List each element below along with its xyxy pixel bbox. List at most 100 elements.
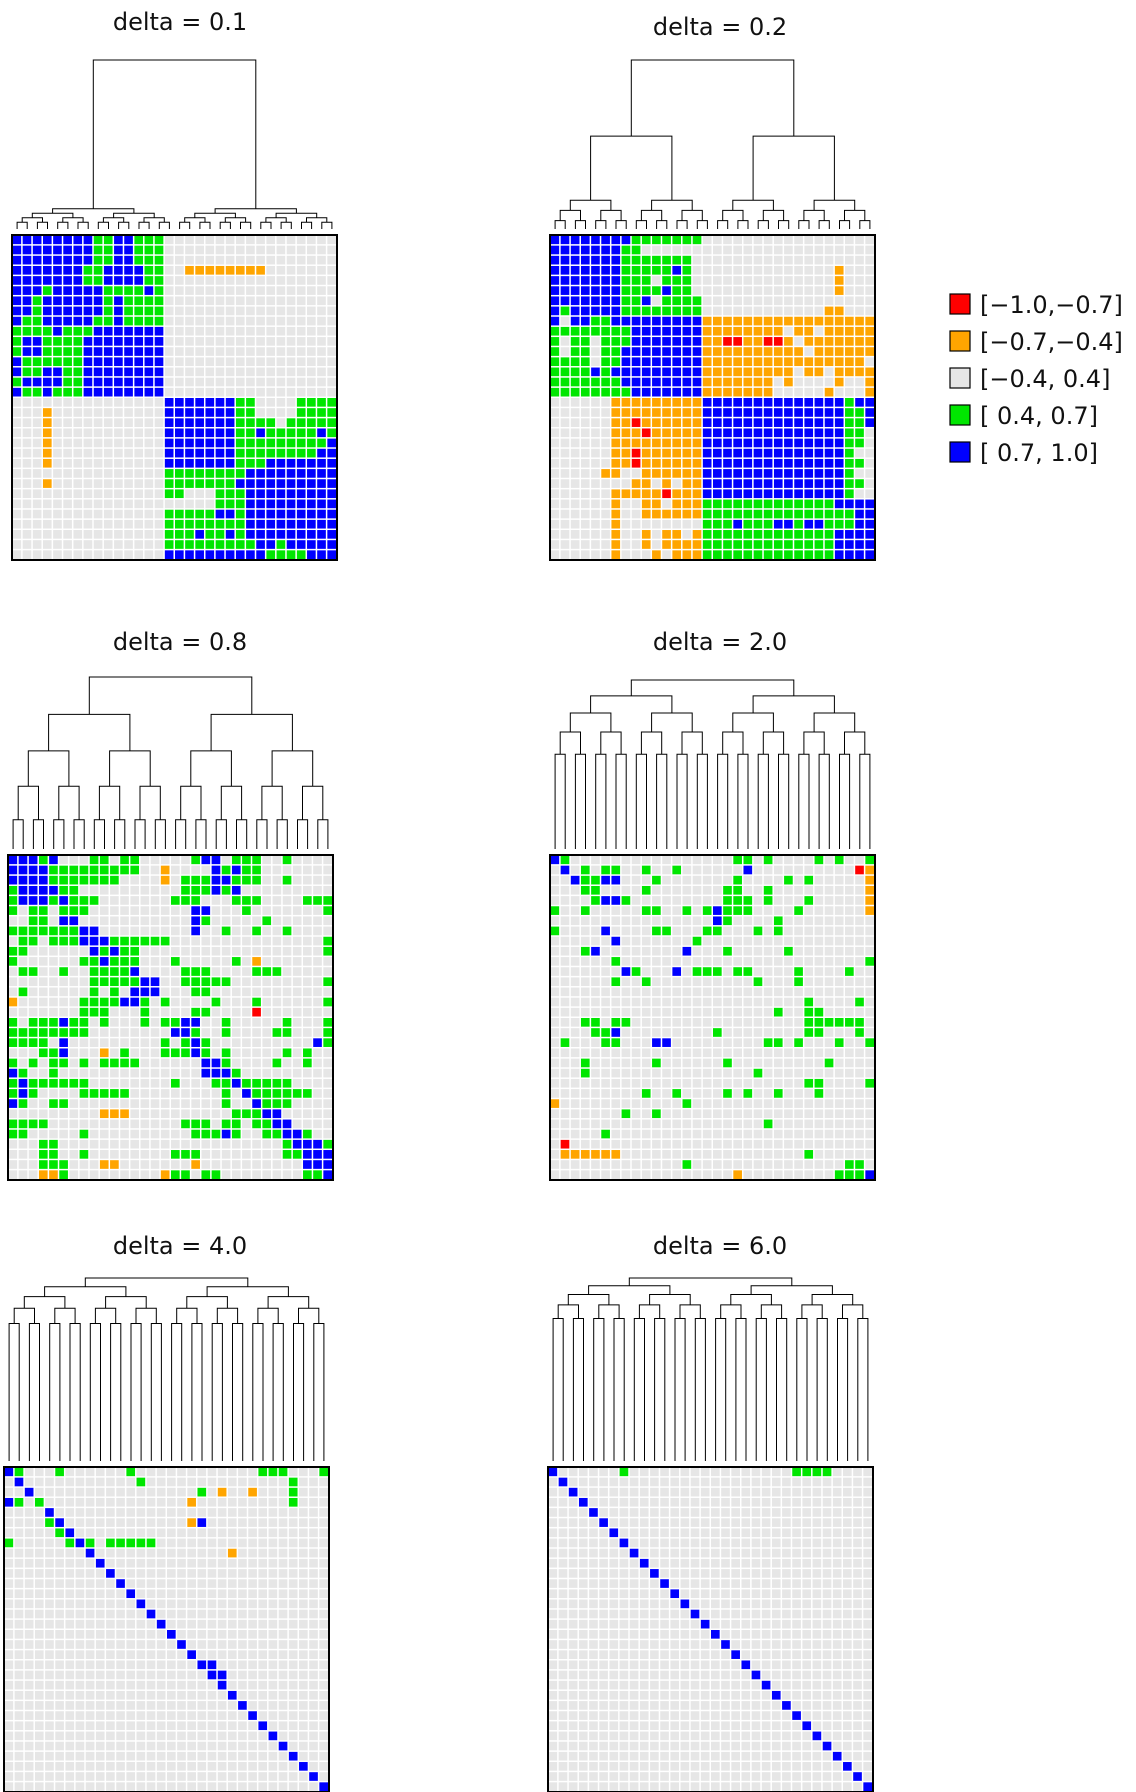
heatmap-cell bbox=[69, 1058, 79, 1068]
heatmap-cell bbox=[79, 936, 89, 946]
heatmap-cell bbox=[692, 1028, 702, 1037]
heatmap-cell bbox=[49, 977, 58, 987]
heatmap-cell bbox=[258, 1680, 268, 1690]
heatmap-cell bbox=[580, 448, 590, 458]
heatmap-cell bbox=[845, 316, 854, 326]
heatmap-cell bbox=[662, 337, 671, 346]
heatmap-cell bbox=[150, 1048, 160, 1058]
heatmap-cell bbox=[85, 1589, 95, 1599]
heatmap-cell bbox=[652, 306, 661, 316]
heatmap-cell bbox=[303, 1139, 312, 1149]
heatmap-cell bbox=[252, 977, 261, 987]
heatmap-cell bbox=[45, 1630, 54, 1639]
heatmap-cell bbox=[126, 1558, 136, 1568]
heatmap-cell bbox=[824, 1038, 834, 1047]
heatmap-cell bbox=[307, 428, 316, 438]
heatmap-cell bbox=[814, 916, 824, 926]
heatmap-cell bbox=[73, 255, 83, 265]
heatmap-cell bbox=[256, 255, 265, 265]
heatmap-cell bbox=[824, 286, 834, 295]
heatmap-cell bbox=[185, 408, 194, 417]
heatmap-cell bbox=[256, 448, 265, 458]
heatmap-cell bbox=[18, 906, 28, 915]
heatmap-cell bbox=[824, 245, 834, 255]
heatmap-cell bbox=[83, 499, 93, 509]
heatmap-cell bbox=[73, 418, 83, 427]
heatmap-cell bbox=[307, 398, 316, 407]
heatmap-cell bbox=[299, 1579, 308, 1588]
heatmap-cell bbox=[570, 489, 580, 499]
heatmap-cell bbox=[110, 1150, 119, 1159]
heatmap-cell bbox=[217, 1518, 227, 1527]
heatmap-cell bbox=[652, 519, 661, 529]
heatmap-cell bbox=[85, 1548, 95, 1558]
heatmap-cell bbox=[150, 926, 160, 936]
heatmap-cell bbox=[292, 1038, 302, 1047]
heatmap-cell bbox=[591, 855, 600, 865]
heatmap-cell bbox=[845, 255, 854, 265]
heatmap-cell bbox=[69, 1170, 79, 1179]
heatmap-cell bbox=[299, 1640, 308, 1649]
heatmap-cell bbox=[570, 896, 580, 905]
heatmap-cell bbox=[591, 408, 600, 417]
heatmap-cell bbox=[855, 245, 864, 255]
heatmap-cell bbox=[327, 540, 336, 549]
dendrogram-branch bbox=[57, 221, 69, 229]
heatmap-cell bbox=[621, 1109, 631, 1119]
heatmap-cell bbox=[652, 1099, 661, 1108]
heatmap-cell bbox=[53, 286, 62, 295]
heatmap-cell bbox=[702, 357, 712, 367]
heatmap-cell bbox=[601, 875, 610, 885]
heatmap-cell bbox=[611, 469, 621, 478]
heatmap-cell bbox=[8, 957, 18, 966]
heatmap-cell bbox=[804, 865, 814, 875]
heatmap-cell bbox=[763, 957, 773, 966]
heatmap-cell bbox=[313, 997, 322, 1007]
heatmap-cell bbox=[22, 519, 32, 529]
heatmap-cell bbox=[276, 255, 286, 265]
heatmap-cell bbox=[611, 448, 621, 458]
heatmap-cell bbox=[124, 448, 133, 458]
heatmap-cell bbox=[591, 245, 600, 255]
dendrogram-branch bbox=[93, 819, 105, 849]
heatmap-cell bbox=[177, 1609, 186, 1619]
heatmap-cell bbox=[723, 479, 732, 488]
dendrogram-branch bbox=[210, 713, 293, 751]
heatmap-cell bbox=[34, 1569, 44, 1578]
heatmap-cell bbox=[195, 550, 204, 559]
heatmap-cell bbox=[262, 875, 272, 885]
heatmap-cell bbox=[235, 286, 245, 295]
heatmap-cell bbox=[195, 357, 204, 367]
heatmap-cell bbox=[672, 540, 682, 549]
heatmap-cell bbox=[4, 1690, 14, 1700]
heatmap-cell bbox=[171, 906, 180, 915]
heatmap-cell bbox=[18, 936, 28, 946]
heatmap-cell bbox=[227, 1650, 237, 1659]
heatmap-cell bbox=[773, 997, 783, 1007]
heatmap-cell bbox=[69, 1048, 79, 1058]
heatmap-cell bbox=[197, 1589, 207, 1599]
heatmap-cell bbox=[227, 1630, 237, 1639]
heatmap-cell bbox=[845, 957, 854, 966]
heatmap-cell bbox=[865, 1048, 874, 1058]
heatmap-cell bbox=[743, 1150, 753, 1159]
heatmap-cell bbox=[591, 1160, 600, 1169]
heatmap-cell bbox=[276, 519, 286, 529]
heatmap-cell bbox=[621, 509, 631, 519]
heatmap-cell bbox=[22, 357, 32, 367]
heatmap-cell bbox=[834, 550, 844, 559]
heatmap-cell bbox=[631, 519, 641, 529]
heatmap-cell bbox=[4, 1487, 14, 1497]
heatmap-cell bbox=[682, 936, 692, 946]
heatmap-cell bbox=[327, 499, 336, 509]
heatmap-cell bbox=[570, 1109, 580, 1119]
heatmap-cell bbox=[55, 1508, 64, 1517]
heatmap-cell bbox=[18, 1139, 28, 1149]
heatmap-cell bbox=[205, 286, 215, 295]
heatmap-cell bbox=[834, 428, 844, 438]
heatmap-cell bbox=[763, 946, 773, 956]
heatmap-cell bbox=[201, 1068, 211, 1078]
heatmap-cell bbox=[550, 408, 560, 417]
heatmap-cell bbox=[136, 1467, 146, 1477]
heatmap-cell bbox=[32, 448, 42, 458]
